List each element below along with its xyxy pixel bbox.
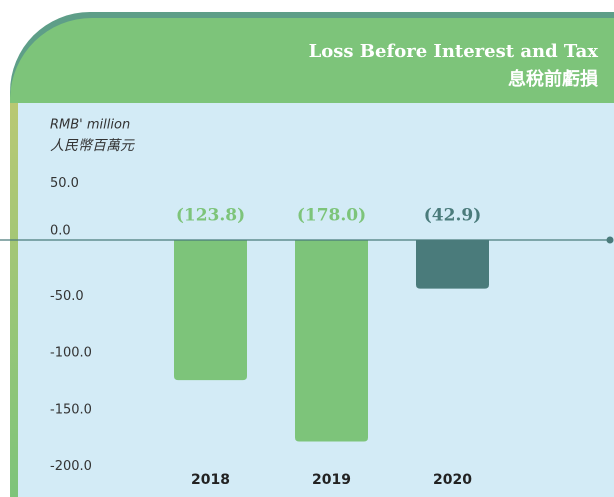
y-tick-label: -100.0: [50, 346, 92, 361]
y-tick-label: -150.0: [50, 402, 92, 417]
left-strip: [10, 103, 18, 497]
value-label: (42.9): [424, 205, 482, 225]
bar: [295, 239, 368, 442]
y-tick-label: -200.0: [50, 459, 92, 474]
chart-title: Loss Before Interest and Tax: [309, 41, 599, 62]
bar: [174, 239, 247, 381]
header: [10, 18, 614, 103]
x-tick-label: 2019: [312, 472, 351, 488]
chart-subtitle: 息稅前虧損: [508, 68, 599, 90]
x-tick-label: 2020: [433, 472, 472, 488]
bar: [416, 239, 489, 289]
y-tick-label: 0.0: [50, 223, 71, 238]
y-tick-label: 50.0: [50, 176, 79, 191]
axis-end-dot: [606, 236, 614, 244]
value-label: (123.8): [176, 205, 245, 225]
y-tick-label: -50.0: [50, 289, 84, 304]
y-axis-label: RMB' million: [50, 118, 130, 133]
x-tick-label: 2018: [191, 472, 230, 488]
value-label: (178.0): [297, 205, 366, 225]
y-axis-label: 人民幣百萬元: [50, 138, 135, 154]
